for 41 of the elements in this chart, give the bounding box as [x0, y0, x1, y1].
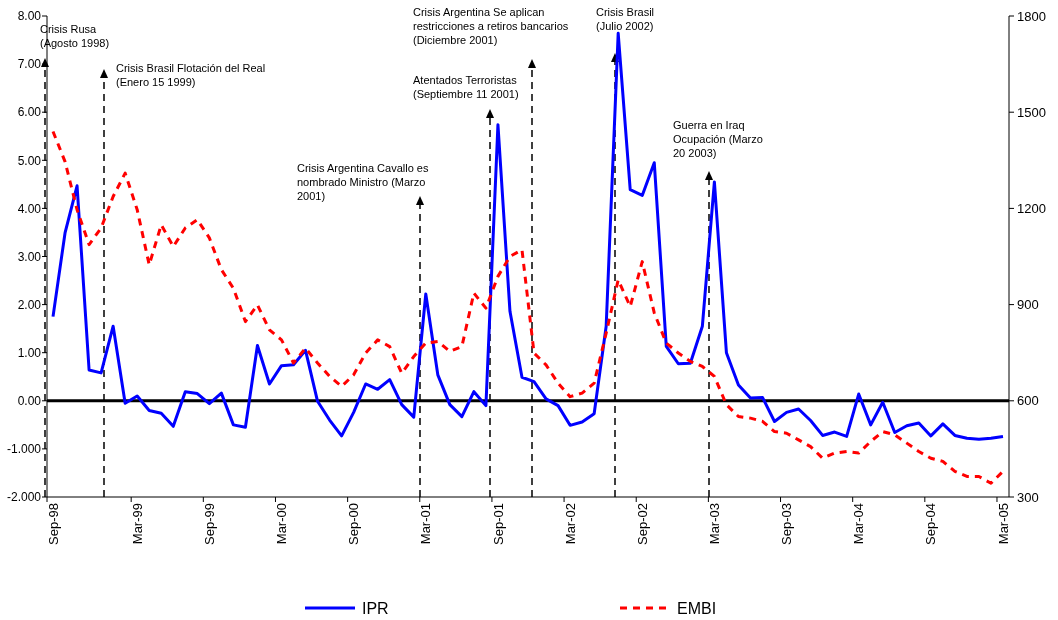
x-tick-label: Mar-04	[851, 503, 867, 545]
y2-tick-label: 600	[1017, 393, 1039, 409]
y-tick-label: 1.00	[17, 345, 42, 360]
annotation: Crisis Brasil (Julio 2002)	[596, 6, 655, 32]
y-tick-label: 3.00	[17, 249, 42, 264]
y-tick-label: 4.00	[17, 201, 42, 216]
x-tick-label: Sep-02	[634, 503, 650, 545]
x-tick-label: Mar-03	[706, 503, 722, 545]
annotation: Guerra en Iraq Ocupación (Marzo 20 2003)	[673, 119, 763, 159]
annotation: Crisis Argentina Cavallo es nombrado Ministro (Marzo 2001)	[297, 162, 429, 202]
y2-tick-label: 900	[1017, 297, 1039, 313]
annotation: Atentados Terroristas (Septiembre 11 2001)	[413, 74, 519, 100]
legend-label: EMBI	[677, 599, 717, 617]
y-tick-label: -1.000	[6, 442, 42, 457]
y-tick-label: 7.00	[17, 57, 42, 72]
x-tick-label: Sep-03	[779, 503, 795, 545]
y-tick-label: 0.00	[17, 394, 42, 408]
annotation: Crisis Rusa (Agosto 1998)	[40, 23, 110, 49]
y2-tick-label: 1500	[1017, 104, 1046, 120]
x-tick-label: Mar-01	[418, 503, 434, 545]
annotation: Crisis Brasil Flotación del Real (Enero 15 1999)	[116, 62, 266, 88]
y-tick-label: 2.00	[17, 297, 42, 312]
x-tick-label: Sep-99	[201, 503, 217, 545]
x-tick-label: Mar-02	[562, 503, 578, 545]
annotation: Crisis Argentina Se aplican restricciones a retiros bancarios (Diciembre 2001)	[413, 6, 569, 46]
y2-tick-label: 1800	[1017, 8, 1046, 24]
y-tick-label: 6.00	[17, 105, 42, 120]
y-tick-label: 8.00	[17, 9, 42, 24]
x-tick-label: Mar-05	[995, 503, 1011, 545]
legend-label: IPR	[362, 599, 389, 617]
x-tick-label: Sep-04	[923, 503, 939, 545]
x-tick-label: Sep-01	[490, 503, 506, 545]
line-series	[51, 129, 1005, 485]
y-tick-label: 5.00	[17, 153, 42, 168]
x-tick-label: Sep-98	[45, 503, 61, 545]
y-tick-label: -2.000	[6, 490, 42, 505]
y2-tick-label: 300	[1017, 489, 1039, 505]
x-tick-label: Mar-99	[129, 503, 145, 545]
y2-tick-label: 1200	[1017, 200, 1046, 216]
x-tick-label: Mar-00	[274, 503, 290, 545]
x-tick-label: Sep-00	[346, 503, 362, 545]
